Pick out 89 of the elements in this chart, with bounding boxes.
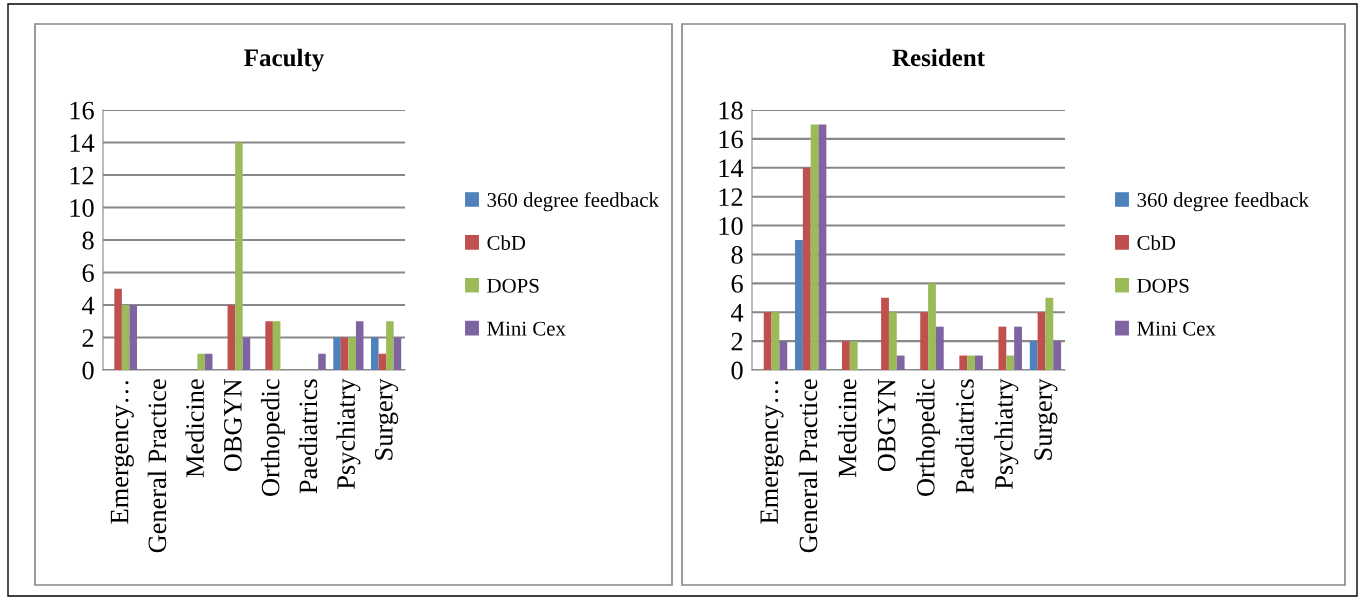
y-tick-label: 18 xyxy=(719,101,743,120)
legend-label: 360 degree feedback xyxy=(487,192,659,212)
y-tick-label: 6 xyxy=(82,264,94,282)
bar xyxy=(242,337,251,370)
y-tick-label: 4 xyxy=(81,296,95,315)
bar xyxy=(371,337,379,370)
bar xyxy=(121,305,130,370)
bar xyxy=(841,341,850,370)
x-tick-label: Psychiatry xyxy=(994,378,1019,489)
y-tick-label: 12 xyxy=(719,188,743,206)
bar xyxy=(771,312,780,370)
bar xyxy=(888,312,897,370)
bar xyxy=(849,341,858,370)
y-tick-label: 2 xyxy=(731,332,743,351)
y-tick-label: 10 xyxy=(70,199,94,217)
bar xyxy=(227,305,236,370)
bar xyxy=(1029,341,1038,370)
y-tick-label: 16 xyxy=(719,130,743,149)
bar xyxy=(935,326,944,370)
chart-title: Faculty xyxy=(244,48,325,72)
y-tick-label: 10 xyxy=(719,217,743,235)
x-tick-label: OBGYN xyxy=(224,378,242,472)
bar xyxy=(763,312,772,370)
legend-label: Mini Cex xyxy=(1137,321,1216,336)
x-tick-label: Emergency… xyxy=(110,381,134,524)
x-tick-label: General Practice xyxy=(798,379,818,553)
bar xyxy=(920,312,929,370)
x-tick-label: Orthopedic xyxy=(916,379,941,496)
bar xyxy=(129,305,137,370)
y-tick-label: 16 xyxy=(70,101,94,120)
legend-label: 360 degree feedback xyxy=(1137,192,1309,212)
bar xyxy=(818,124,827,370)
x-tick-label: General Practice xyxy=(147,379,167,553)
x-tick-label: Medicine xyxy=(185,379,204,478)
bar xyxy=(235,142,243,370)
legend-label: CbD xyxy=(487,235,526,250)
bar xyxy=(265,321,273,370)
x-tick-label: OBGYN xyxy=(877,378,896,472)
chart-title: Resident xyxy=(892,48,985,67)
bar xyxy=(340,337,349,370)
bar xyxy=(1037,312,1046,370)
legend-label: Mini Cex xyxy=(487,321,566,336)
bar xyxy=(378,353,387,370)
y-tick-label: 4 xyxy=(730,304,744,322)
bar xyxy=(998,326,1007,370)
bar xyxy=(355,321,364,370)
bar xyxy=(795,240,803,370)
bar xyxy=(810,124,819,370)
y-tick-label: 14 xyxy=(719,159,744,177)
y-tick-label: 2 xyxy=(82,329,94,347)
bar xyxy=(975,355,983,370)
bar xyxy=(393,337,402,370)
bar xyxy=(779,341,788,370)
x-tick-label: Paediatrics xyxy=(298,379,318,494)
y-tick-label: 0 xyxy=(731,361,743,380)
legend-label: DOPS xyxy=(487,278,539,293)
y-tick-label: 14 xyxy=(70,134,95,152)
x-tick-label: Psychiatry xyxy=(336,378,361,489)
bar xyxy=(1006,355,1015,370)
bar xyxy=(318,353,326,370)
bar xyxy=(386,321,394,370)
y-tick-label: 12 xyxy=(70,166,94,185)
bar xyxy=(348,337,356,370)
bar xyxy=(333,337,341,370)
bar xyxy=(1045,297,1054,370)
bar xyxy=(204,353,213,370)
legend-label: DOPS xyxy=(1137,278,1189,293)
bar xyxy=(928,283,936,370)
x-tick-label: Paediatrics xyxy=(955,379,974,494)
y-tick-label: 8 xyxy=(82,231,94,250)
legend-label: CbD xyxy=(1137,235,1176,250)
bar xyxy=(967,355,976,370)
bar xyxy=(1014,326,1022,370)
x-tick-label: Orthopedic xyxy=(260,379,285,496)
y-tick-label: 8 xyxy=(731,246,743,264)
bar xyxy=(1053,341,1062,370)
bar xyxy=(959,355,968,370)
bar xyxy=(881,297,889,370)
bar xyxy=(896,355,905,370)
bar xyxy=(114,288,122,370)
bar xyxy=(802,167,811,370)
y-tick-label: 6 xyxy=(731,275,743,293)
x-tick-label: Surgery xyxy=(1034,378,1058,460)
bar xyxy=(272,321,281,370)
x-tick-label: Medicine xyxy=(837,379,857,478)
y-tick-label: 0 xyxy=(82,361,94,380)
x-tick-label: Emergency… xyxy=(760,381,784,524)
bar xyxy=(197,353,205,370)
x-tick-label: Surgery xyxy=(374,378,399,460)
